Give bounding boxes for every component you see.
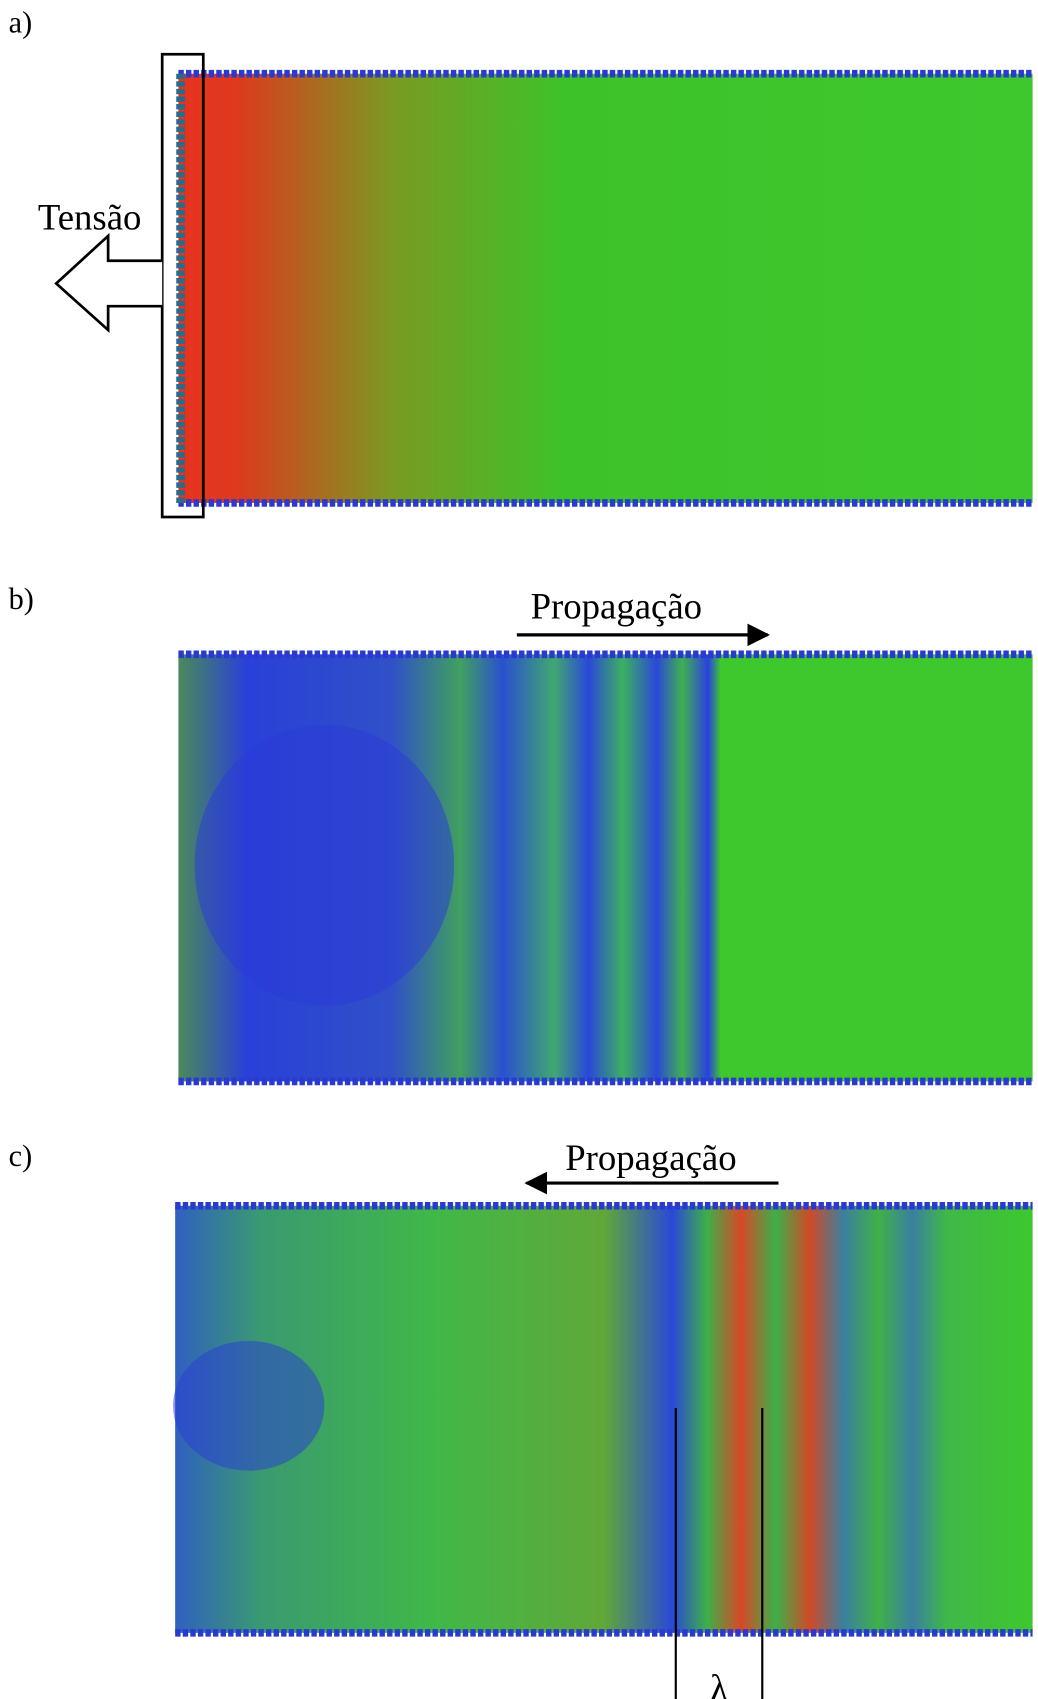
panel-label: a) (9, 6, 33, 40)
wavelength-symbol: λ (710, 1667, 728, 1699)
annotation: Propagação (531, 586, 702, 627)
panel-label: c) (9, 1139, 33, 1173)
simulation-image (178, 73, 1033, 503)
shading (173, 1340, 325, 1471)
shading (194, 724, 455, 1006)
panel-label: b) (9, 582, 34, 616)
tension-arrow (54, 232, 163, 333)
annotation: Propagação (565, 1137, 736, 1178)
annotation: Tensão (38, 196, 142, 237)
